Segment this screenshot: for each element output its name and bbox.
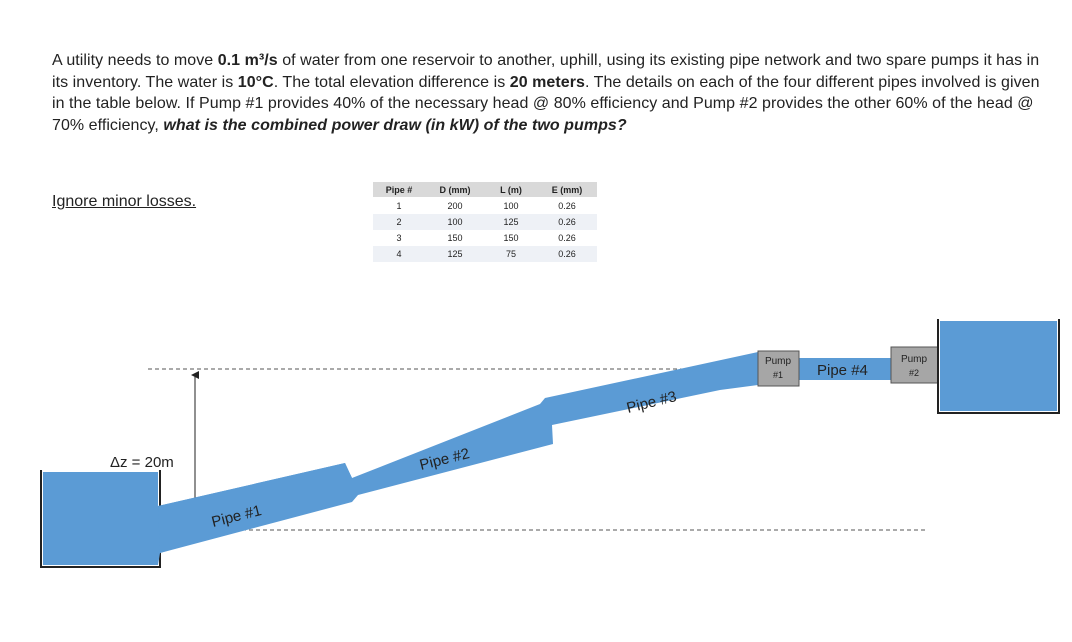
table-cell: 1 — [373, 197, 425, 214]
problem-text-4: . The details on each of the four differ… — [52, 73, 1040, 134]
table-header-roughness: E (mm) — [537, 182, 597, 198]
table-cell: 150 — [485, 230, 537, 246]
problem-statement: A utility needs to move 0.1 m³/s of wate… — [52, 50, 1042, 136]
elevation-difference: 20 meters — [509, 73, 585, 91]
upper-reservoir-walls — [937, 319, 1060, 414]
table-cell: 4 — [373, 246, 425, 262]
table-cell: 200 — [425, 197, 485, 214]
table-cell: 125 — [485, 214, 537, 230]
pump-2 — [890, 346, 939, 384]
table-cell: 75 — [485, 246, 537, 262]
pump-1-label-line2: #1 — [773, 370, 783, 380]
table-header-length: L (m) — [485, 182, 537, 198]
water-temperature: 10°C — [237, 73, 274, 91]
pump-2-label-line2: #2 — [909, 368, 919, 378]
pump-1-label-line1: Pump — [765, 356, 792, 367]
table-row: 4 125 75 0.26 — [373, 246, 597, 262]
ignore-minor-losses-note: Ignore minor losses. — [52, 193, 197, 210]
table-cell: 3 — [373, 230, 425, 246]
pipe-4-label: Pipe #4 — [817, 362, 868, 379]
problem-text-2: of water from one reservoir to another, … — [52, 52, 1040, 91]
table-row: 1 200 100 0.26 — [373, 197, 597, 214]
pump-2-label-line1: Pump — [901, 354, 928, 365]
pipe-table: Pipe # D (mm) L (m) E (mm) 1 200 100 0.2… — [373, 182, 597, 262]
table-cell: 0.26 — [537, 246, 597, 262]
table-cell: 0.26 — [537, 230, 597, 246]
table-header-diameter: D (mm) — [425, 182, 485, 198]
table-row: 2 100 125 0.26 — [373, 214, 597, 230]
table-header-row: Pipe # D (mm) L (m) E (mm) — [373, 182, 597, 198]
question-text: what is the combined power draw (in kW) … — [163, 116, 627, 134]
table-cell: 0.26 — [537, 214, 597, 230]
lower-reservoir — [43, 472, 158, 565]
table-cell: 150 — [425, 230, 485, 246]
problem-text-1: A utility needs to move — [52, 52, 218, 69]
table-row: 3 150 150 0.26 — [373, 230, 597, 246]
flow-rate: 0.1 m³/s — [217, 52, 278, 69]
table-cell: 100 — [425, 214, 485, 230]
upper-reservoir — [940, 321, 1057, 411]
table-header-pipe: Pipe # — [373, 182, 425, 198]
table-cell: 125 — [425, 246, 485, 262]
table-cell: 2 — [373, 214, 425, 230]
table-cell: 0.26 — [537, 197, 597, 214]
pipe-path — [158, 352, 758, 553]
pipe-4 — [799, 358, 891, 380]
elevation-label: Δz = 20m — [110, 454, 174, 471]
problem-text-3: . The total elevation difference is — [273, 73, 510, 91]
table-cell: 100 — [485, 197, 537, 214]
pump-1 — [757, 350, 800, 387]
